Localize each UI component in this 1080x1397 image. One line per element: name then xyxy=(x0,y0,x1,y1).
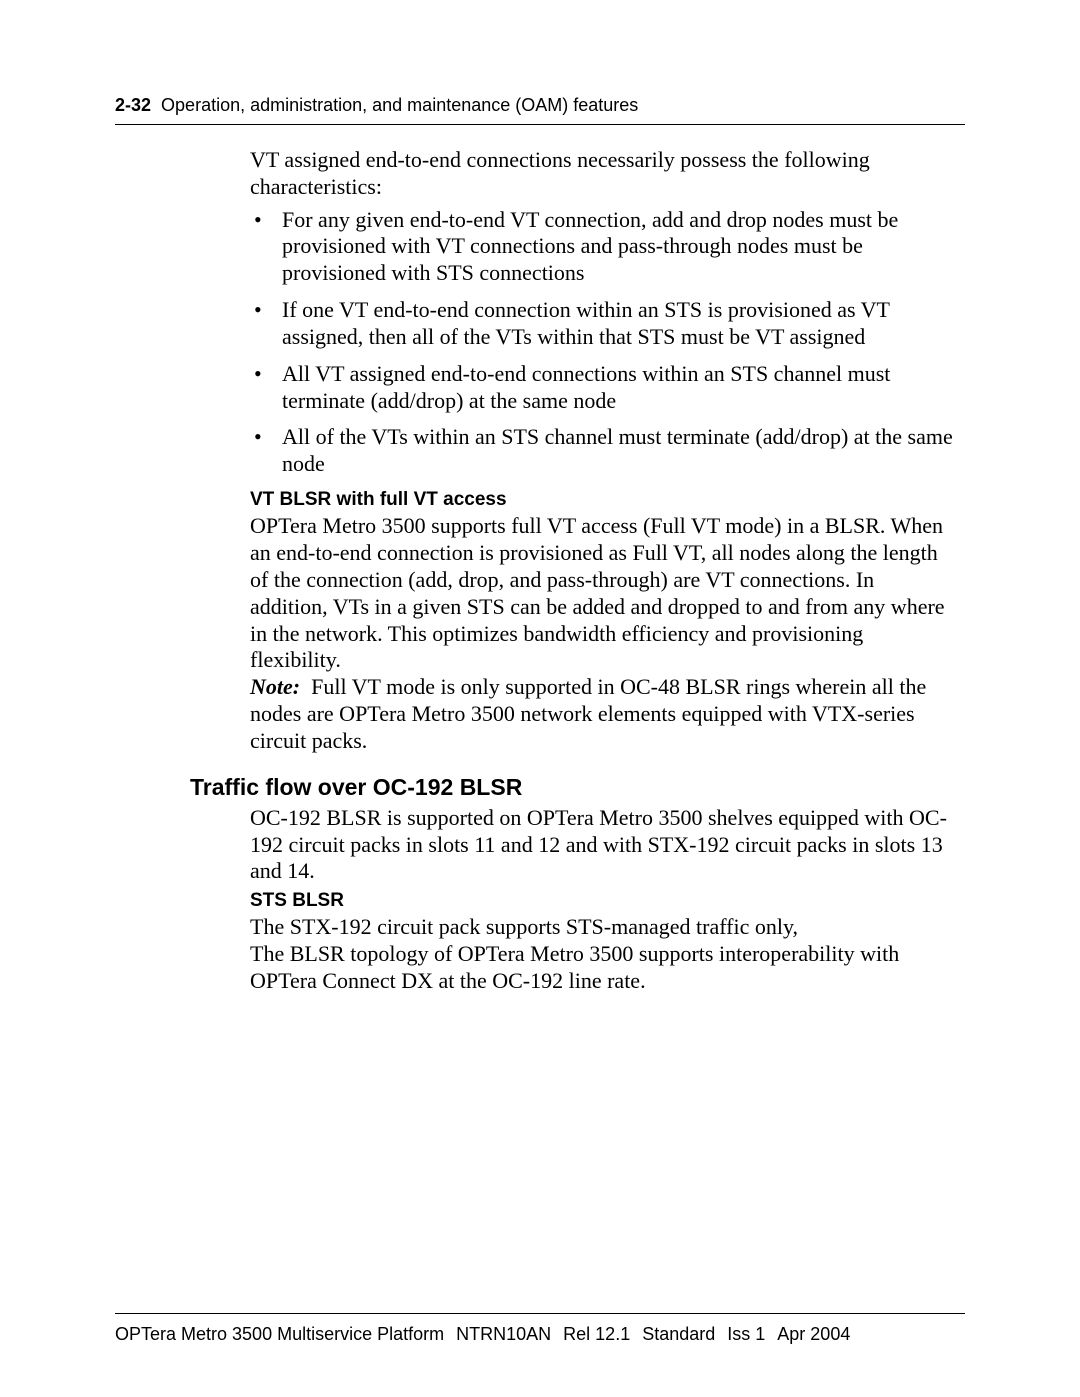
page-footer: OPTera Metro 3500 Multiservice Platform N… xyxy=(115,1313,965,1345)
intro-paragraph: VT assigned end-to-end connections neces… xyxy=(250,147,955,201)
footer-status: Standard xyxy=(642,1324,715,1344)
body-column: VT assigned end-to-end connections neces… xyxy=(250,147,955,995)
traffic-flow-heading: Traffic flow over OC-192 BLSR xyxy=(190,773,955,801)
list-item: All of the VTs within an STS channel mus… xyxy=(250,424,955,478)
note-label: Note: xyxy=(250,674,300,699)
page-number: 2-32 xyxy=(115,95,151,115)
footer-issue: Iss 1 xyxy=(727,1324,765,1344)
sts-blsr-body-2: The BLSR topology of OPTera Metro 3500 s… xyxy=(250,941,955,995)
running-header: 2-32 Operation, administration, and main… xyxy=(115,95,965,125)
list-item: All VT assigned end-to-end connections w… xyxy=(250,361,955,415)
footer-product: OPTera Metro 3500 Multiservice Platform xyxy=(115,1324,444,1344)
vt-blsr-body: OPTera Metro 3500 supports full VT acces… xyxy=(250,513,955,674)
note-block: Note: Full VT mode is only supported in … xyxy=(250,674,955,754)
characteristics-list: For any given end-to-end VT connection, … xyxy=(250,207,955,478)
sts-blsr-body-1: The STX-192 circuit pack supports STS-ma… xyxy=(250,914,955,941)
header-title: Operation, administration, and maintenan… xyxy=(161,95,638,115)
sts-blsr-heading: STS BLSR xyxy=(250,889,955,912)
document-page: 2-32 Operation, administration, and main… xyxy=(0,0,1080,1397)
footer-date: Apr 2004 xyxy=(777,1324,850,1344)
list-item: If one VT end-to-end connection within a… xyxy=(250,297,955,351)
traffic-flow-intro: OC-192 BLSR is supported on OPTera Metro… xyxy=(250,805,955,885)
list-item: For any given end-to-end VT connection, … xyxy=(250,207,955,287)
vt-blsr-heading: VT BLSR with full VT access xyxy=(250,488,955,511)
footer-release: Rel 12.1 xyxy=(563,1324,630,1344)
note-body: Full VT mode is only supported in OC-48 … xyxy=(250,674,926,753)
footer-doc-id: NTRN10AN xyxy=(456,1324,551,1344)
